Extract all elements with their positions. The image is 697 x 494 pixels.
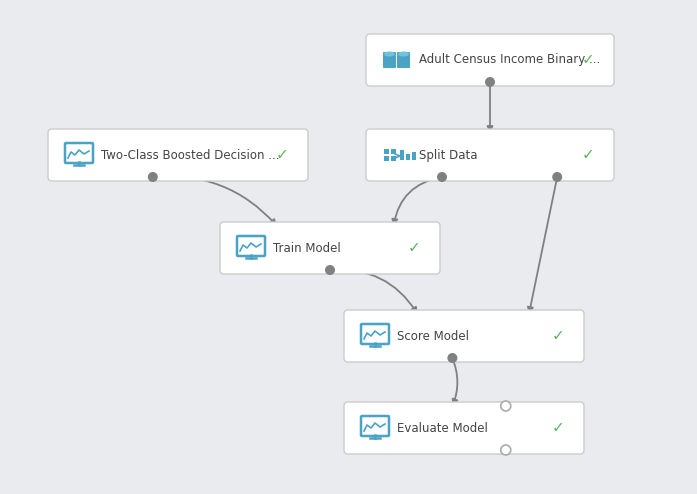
Text: ✓: ✓ [275,148,289,163]
FancyBboxPatch shape [406,154,410,160]
Text: ✓: ✓ [408,241,420,255]
FancyBboxPatch shape [344,310,584,362]
Text: Adult Census Income Binary ...: Adult Census Income Binary ... [419,53,600,67]
Circle shape [500,401,511,411]
FancyBboxPatch shape [48,129,308,181]
FancyBboxPatch shape [383,52,396,68]
Text: ✓: ✓ [581,52,595,68]
FancyBboxPatch shape [397,52,410,68]
Text: ✓: ✓ [551,329,565,343]
Text: Train Model: Train Model [273,242,341,254]
Ellipse shape [398,51,409,56]
Circle shape [437,172,447,182]
Circle shape [325,265,335,275]
FancyBboxPatch shape [400,150,404,160]
FancyBboxPatch shape [220,222,440,274]
Text: Score Model: Score Model [397,329,469,342]
Circle shape [552,172,562,182]
Text: Evaluate Model: Evaluate Model [397,421,488,435]
Circle shape [148,172,158,182]
Text: Split Data: Split Data [419,149,477,162]
FancyBboxPatch shape [384,149,389,154]
FancyBboxPatch shape [344,402,584,454]
Text: Two-Class Boosted Decision ...: Two-Class Boosted Decision ... [101,149,279,162]
Circle shape [500,445,511,455]
Text: ✓: ✓ [581,148,595,163]
FancyBboxPatch shape [391,149,396,154]
Circle shape [485,77,495,87]
FancyBboxPatch shape [412,152,416,160]
FancyBboxPatch shape [391,156,396,161]
FancyBboxPatch shape [366,129,614,181]
Text: ✓: ✓ [551,420,565,436]
Ellipse shape [384,51,395,56]
FancyBboxPatch shape [384,156,389,161]
Circle shape [447,353,457,363]
FancyBboxPatch shape [366,34,614,86]
